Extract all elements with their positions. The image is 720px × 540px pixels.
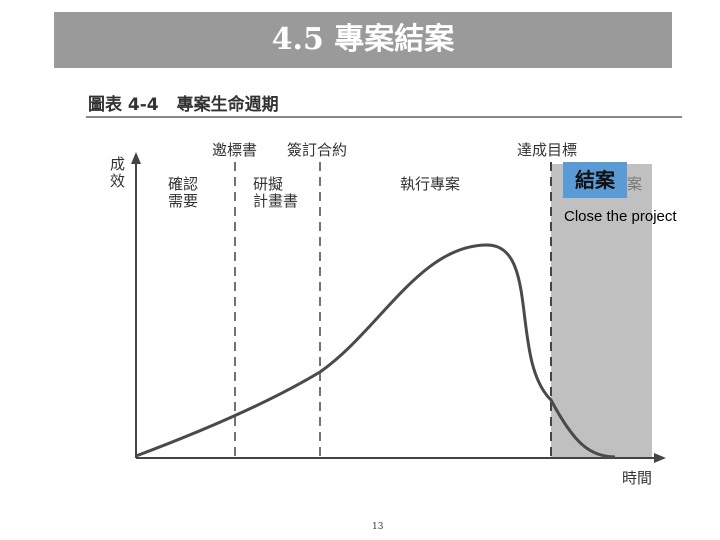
slide-title: 4.5 專案結案	[54, 12, 672, 68]
close-annotation: Close the project	[564, 208, 677, 225]
phase-plan-label: 研擬 計畫書	[253, 175, 299, 210]
figure-number: 圖表 4-4	[88, 95, 159, 115]
milestone-bid-label: 邀標書	[212, 141, 258, 159]
performance-curve	[135, 243, 616, 459]
closing-phase-region	[551, 164, 652, 458]
milestone-contract-label: 簽訂合約	[287, 141, 348, 159]
x-axis-arrow	[654, 453, 666, 463]
figure-rule	[86, 116, 682, 118]
y-axis-arrow	[131, 152, 141, 164]
close-phase-highlight: 結案	[563, 162, 627, 198]
milestone-goal-label: 達成目標	[517, 141, 578, 159]
page-number: 13	[372, 522, 384, 532]
figure-caption: 圖表 4-4 專案生命週期	[88, 90, 279, 115]
phase-execute-label: 執行專案	[400, 175, 461, 193]
x-axis-label: 時間	[622, 469, 653, 487]
figure-title: 專案生命週期	[176, 95, 279, 115]
y-axis-label: 成 效	[110, 155, 126, 190]
phase-identify-need-label: 確認 需要	[168, 175, 199, 210]
